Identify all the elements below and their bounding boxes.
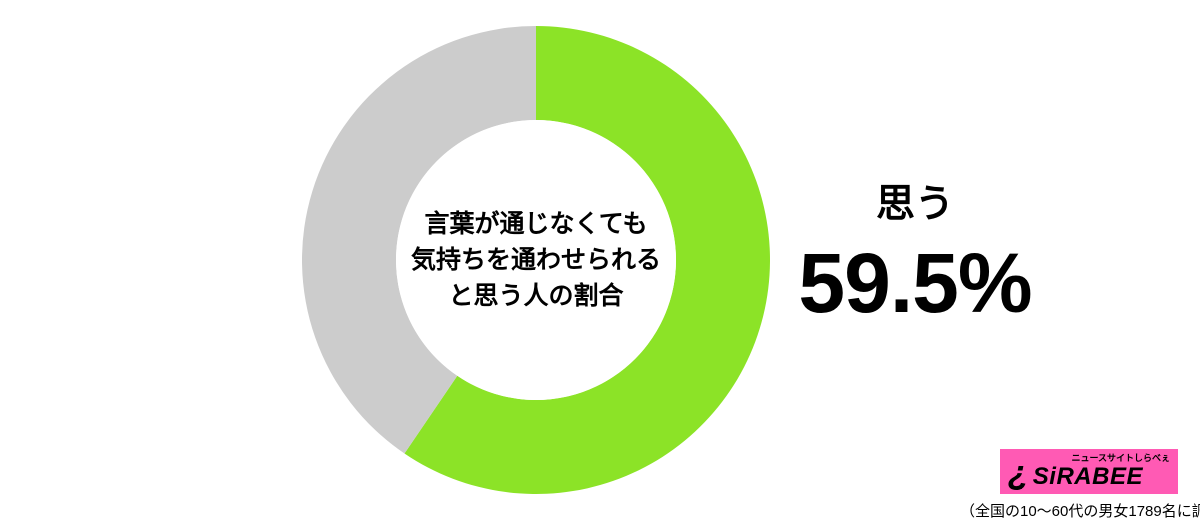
brand-badge: ¿ … SiRABEE ニュースサイトしらべぇ	[1000, 449, 1178, 494]
brand-name: SiRABEE	[1033, 463, 1143, 491]
brand-icon: ¿ …	[1008, 456, 1029, 490]
center-line-3: と思う人の割合	[376, 278, 696, 314]
value-callout: 思う 59.5%	[745, 173, 1085, 332]
brand-icon-dots: …	[1013, 482, 1023, 492]
callout-value: 59.5%	[745, 235, 1085, 332]
center-line-1: 言葉が通じなくても	[376, 206, 696, 242]
chart-center-label: 言葉が通じなくても 気持ちを通わせられる と思う人の割合	[376, 206, 696, 315]
center-line-2: 気持ちを通わせられる	[376, 242, 696, 278]
survey-note: （全国の10〜60代の男女1789名に調査）	[960, 500, 1200, 521]
chart-stage: 言葉が通じなくても 気持ちを通わせられる と思う人の割合 思う 59.5% ¿ …	[0, 0, 1200, 522]
brand-tagline: ニュースサイトしらべぇ	[1071, 451, 1170, 464]
callout-label: 思う	[745, 173, 1085, 229]
